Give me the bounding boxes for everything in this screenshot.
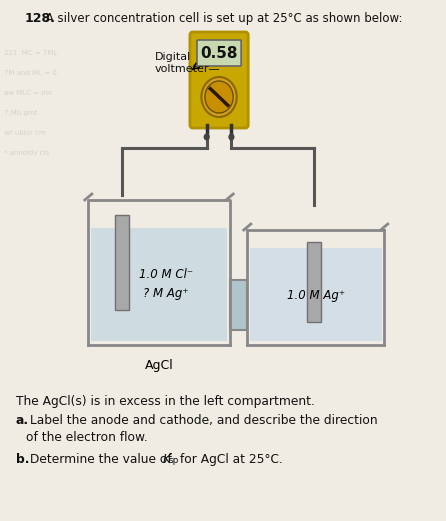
Text: Label the anode and cathode, and describe the direction: Label the anode and cathode, and describ… (26, 414, 378, 427)
Circle shape (228, 133, 235, 141)
Text: aw MLC = mo: aw MLC = mo (4, 90, 53, 96)
Text: Determine the value of: Determine the value of (26, 453, 176, 466)
Text: 128.: 128. (25, 12, 56, 25)
Text: a.: a. (16, 414, 29, 427)
FancyBboxPatch shape (197, 40, 241, 66)
Circle shape (202, 77, 237, 117)
Text: AgCl: AgCl (145, 359, 173, 372)
Text: sp: sp (169, 456, 179, 465)
Bar (230, 280, 248, 330)
Text: Digital: Digital (155, 52, 191, 62)
Text: The AgCl(s) is in excess in the left compartment.: The AgCl(s) is in excess in the left com… (16, 395, 315, 408)
Text: A silver concentration cell is set up at 25°C as shown below:: A silver concentration cell is set up at… (42, 12, 403, 25)
Circle shape (205, 81, 233, 113)
Text: 1.0 M Ag⁺: 1.0 M Ag⁺ (287, 289, 345, 302)
Text: K: K (162, 453, 170, 466)
Text: voltmeter—: voltmeter— (155, 64, 220, 74)
Text: of the electron flow.: of the electron flow. (26, 431, 148, 444)
Text: 1.0 M Cl⁻: 1.0 M Cl⁻ (139, 268, 193, 281)
Text: 221  MC = 7ML: 221 MC = 7ML (4, 50, 58, 56)
Bar (250, 248, 382, 341)
Text: b.: b. (16, 453, 29, 466)
Bar (306, 242, 321, 322)
Text: 7,Mb gmt: 7,Mb gmt (4, 110, 37, 116)
FancyBboxPatch shape (190, 32, 248, 128)
Text: for AgCl at 25°C.: for AgCl at 25°C. (176, 453, 283, 466)
Text: wr ubior cm: wr ubior cm (4, 130, 46, 136)
Circle shape (204, 133, 210, 141)
Bar (115, 215, 129, 310)
Bar (91, 228, 227, 341)
Text: 0.58: 0.58 (200, 45, 238, 60)
Text: ? M Ag⁺: ? M Ag⁺ (143, 287, 189, 300)
Text: * annoldy cls: * annoldy cls (4, 150, 50, 156)
Text: 7M and ML = 0: 7M and ML = 0 (4, 70, 57, 76)
